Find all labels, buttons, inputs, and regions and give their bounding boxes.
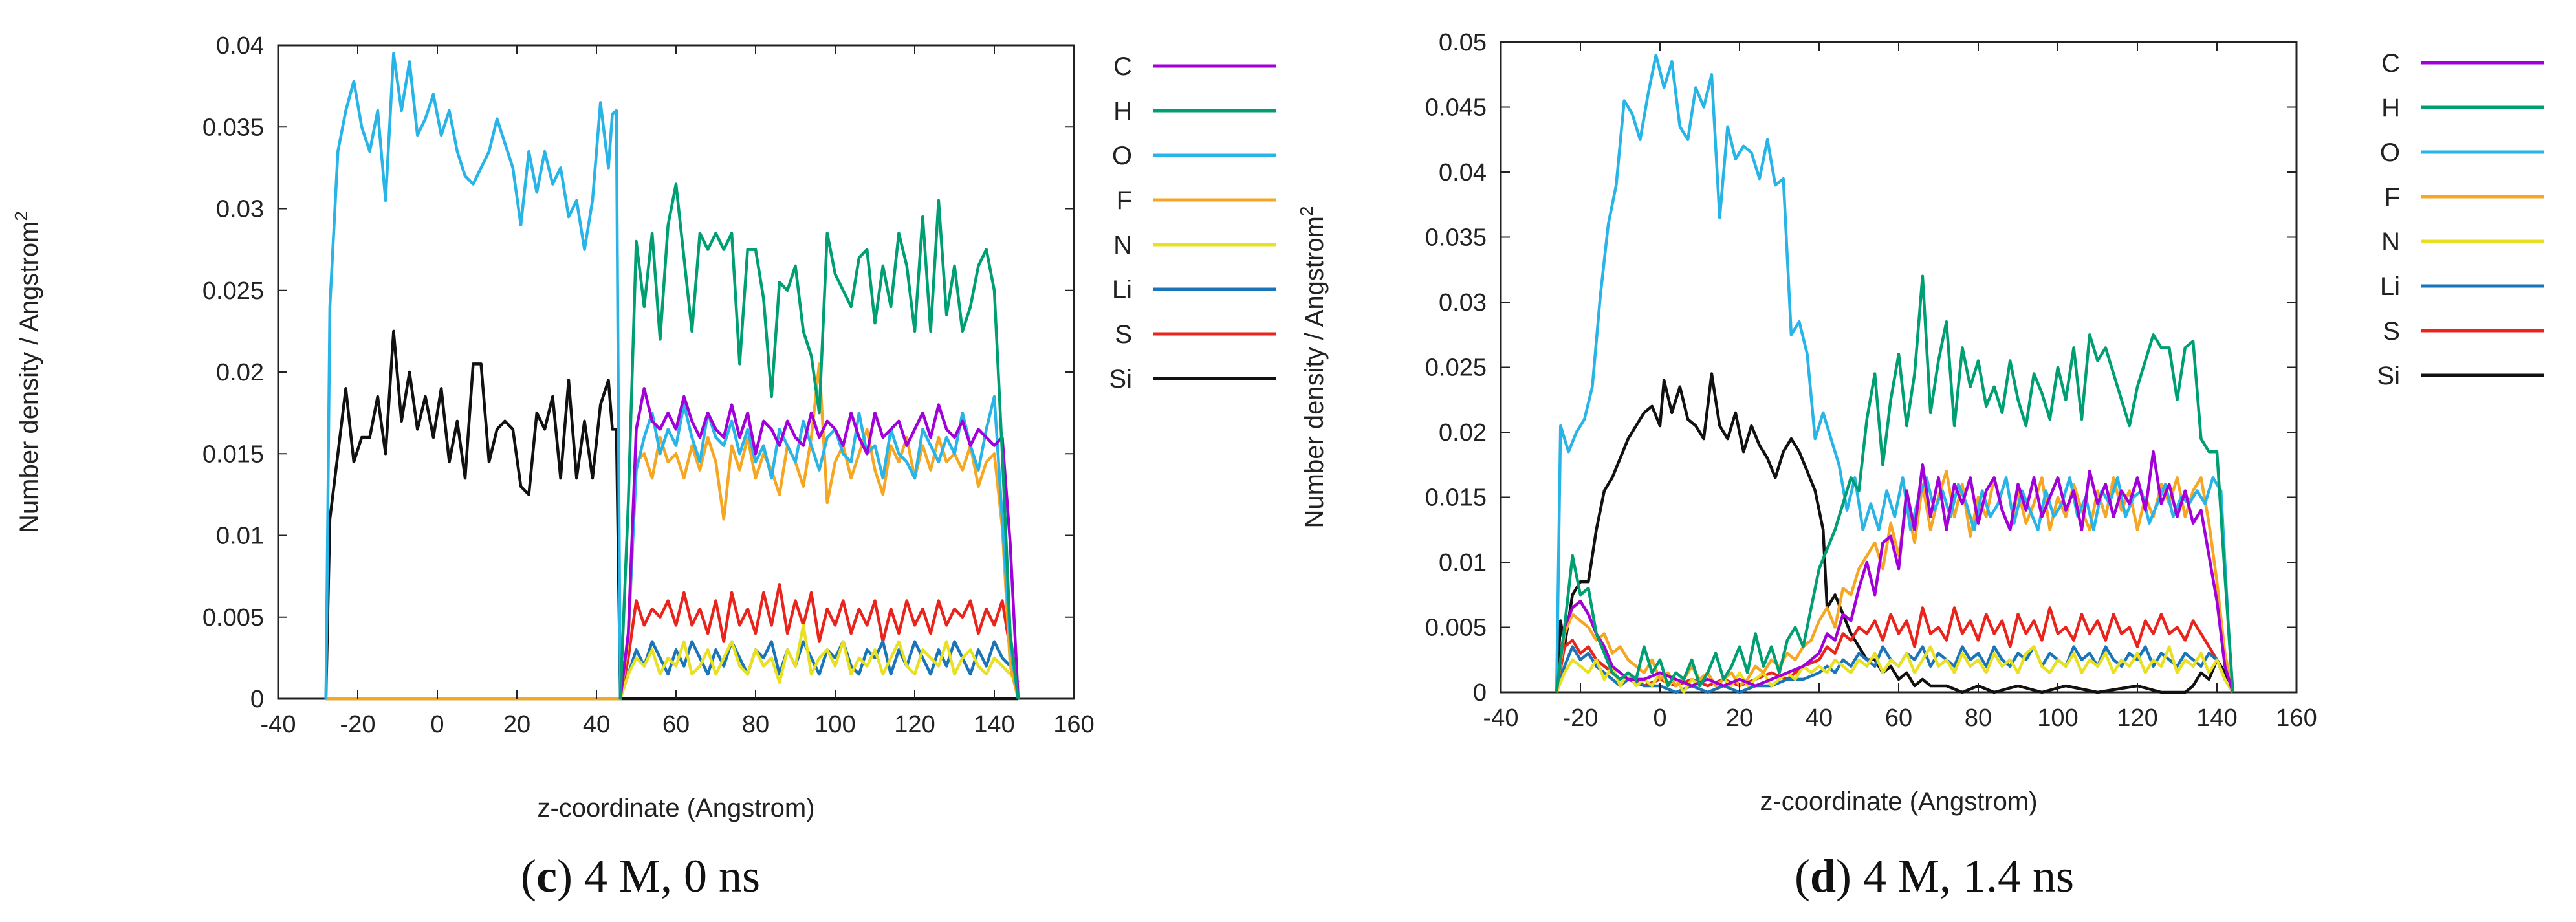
x-tick-label: -40 — [261, 711, 296, 738]
y-tick-label: 0.015 — [1425, 485, 1487, 512]
y-tick-label: 0.02 — [1439, 419, 1487, 446]
y-tick-label: 0.005 — [1425, 615, 1487, 642]
y-tick-label: 0.01 — [1439, 549, 1487, 576]
x-tick-label: 0 — [430, 711, 444, 738]
y-tick-label: 0.03 — [216, 196, 264, 223]
x-tick-label: 140 — [974, 711, 1014, 738]
y-axis-label-text: Number density / Angstrom — [1300, 216, 1329, 528]
x-tick-label: 60 — [662, 711, 690, 738]
x-tick-label: 80 — [742, 711, 769, 738]
x-tick-label: 80 — [1965, 705, 1992, 732]
caption-letter: c — [536, 850, 557, 902]
y-tick-label: 0.04 — [1439, 159, 1487, 186]
y-tick-label: 0.005 — [202, 604, 264, 631]
legend-label-f: F — [2385, 183, 2400, 212]
legend-label-s: S — [2383, 317, 2400, 346]
x-tick-label: 160 — [2276, 705, 2317, 732]
x-tick-label: 60 — [1885, 705, 1912, 732]
series-line-f — [325, 362, 1020, 701]
legend-label-f: F — [1117, 186, 1132, 215]
legend-label-s: S — [1115, 320, 1132, 349]
legend-label-n: N — [2381, 228, 2400, 256]
legend-label-li: Li — [1112, 276, 1132, 304]
series-line-s — [325, 583, 1020, 701]
y-axis-label: Number density / Angstrom2 — [11, 211, 43, 533]
panel-caption-d: (d) 4 M, 1.4 ns — [1795, 850, 2074, 902]
series-line-si — [1555, 372, 2234, 694]
panel-caption-c: (c) 4 M, 0 ns — [521, 850, 760, 902]
legend-label-li: Li — [2380, 272, 2400, 301]
x-tick-label: 100 — [814, 711, 855, 738]
series-group-c — [324, 52, 1020, 701]
y-tick-label: 0.035 — [202, 114, 264, 141]
x-tick-label: 140 — [2196, 705, 2237, 732]
x-tick-label: 100 — [2037, 705, 2078, 732]
legend-label-o: O — [1112, 142, 1132, 170]
y-tick-label: 0.01 — [216, 523, 264, 550]
y-tick-label: 0.035 — [1425, 225, 1487, 252]
x-axis-label: z-coordinate (Angstrom) — [537, 794, 814, 822]
series-line-o — [1555, 53, 2234, 693]
legend-label-h: H — [1113, 97, 1132, 126]
series-line-n — [325, 624, 1020, 701]
x-tick-label: 160 — [1053, 711, 1094, 738]
x-tick-label: -40 — [1483, 705, 1519, 732]
y-tick-label: 0.025 — [1425, 355, 1487, 382]
y-tick-label: 0.04 — [216, 32, 264, 60]
x-tick-label: 120 — [2117, 705, 2157, 732]
legend-label-h: H — [2381, 94, 2400, 122]
legend-label-o: O — [2380, 138, 2400, 167]
y-tick-label: 0.03 — [1439, 289, 1487, 316]
caption-letter: d — [1810, 850, 1836, 902]
legend-label-si: Si — [1109, 365, 1132, 393]
x-tick-label: 20 — [503, 711, 530, 738]
y-tick-label: 0 — [250, 686, 264, 713]
y-axis-label: Number density / Angstrom2 — [1296, 206, 1329, 529]
x-tick-label: -20 — [340, 711, 376, 738]
x-tick-label: 20 — [1726, 705, 1753, 732]
chart-panel-d: -40 -20 0 20 40 60 80 100 120 140 160 0 0.005 0.01 0.0… — [1296, 29, 2544, 902]
series-line-c — [1555, 450, 2234, 693]
x-tick-label: 120 — [894, 711, 935, 738]
caption-text: 4 M, 1.4 ns — [1863, 850, 2074, 902]
y-tick-label: 0.045 — [1425, 94, 1487, 122]
y-axis-label-superscript: 2 — [11, 211, 31, 221]
x-tick-label: 40 — [1806, 705, 1833, 732]
y-axis-label-text: Number density / Angstrom — [15, 221, 43, 533]
axes-ticks-d: -40 -20 0 20 40 60 80 100 120 140 160 0 0.005 0.01 0.0… — [1425, 29, 2317, 732]
x-tick-label: 0 — [1653, 705, 1666, 732]
axes-ticks-c: -40 -20 0 20 40 60 80 100 120 140 160 0 0.005 0.01 0.0… — [202, 32, 1095, 738]
series-line-c — [618, 387, 1020, 699]
series-group-d — [1555, 53, 2234, 694]
x-tick-label: -20 — [1563, 705, 1599, 732]
x-axis-label: z-coordinate (Angstrom) — [1760, 787, 2037, 816]
caption-text: 4 M, 0 ns — [584, 850, 760, 902]
series-line-h — [1555, 274, 2234, 693]
x-tick-label: 40 — [583, 711, 610, 738]
y-axis-label-superscript: 2 — [1296, 206, 1316, 217]
y-tick-label: 0.02 — [216, 359, 264, 386]
series-line-li — [1555, 645, 2234, 694]
chart-panel-c: -40 -20 0 20 40 60 80 100 120 140 160 0 0.005 0.01 0.0… — [11, 32, 1276, 902]
series-line-h — [618, 182, 1020, 699]
y-tick-label: 0 — [1473, 679, 1487, 707]
legend-label-c: C — [2381, 49, 2400, 78]
series-line-f — [1555, 470, 2234, 693]
y-tick-label: 0.025 — [202, 278, 264, 305]
legend-label-si: Si — [2377, 362, 2400, 390]
series-line-si — [324, 329, 1018, 701]
y-tick-label: 0.05 — [1439, 29, 1487, 56]
legend-label-c: C — [1113, 52, 1132, 81]
y-tick-label: 0.015 — [202, 441, 264, 468]
series-line-o — [324, 52, 1020, 701]
legend-label-n: N — [1113, 231, 1132, 259]
